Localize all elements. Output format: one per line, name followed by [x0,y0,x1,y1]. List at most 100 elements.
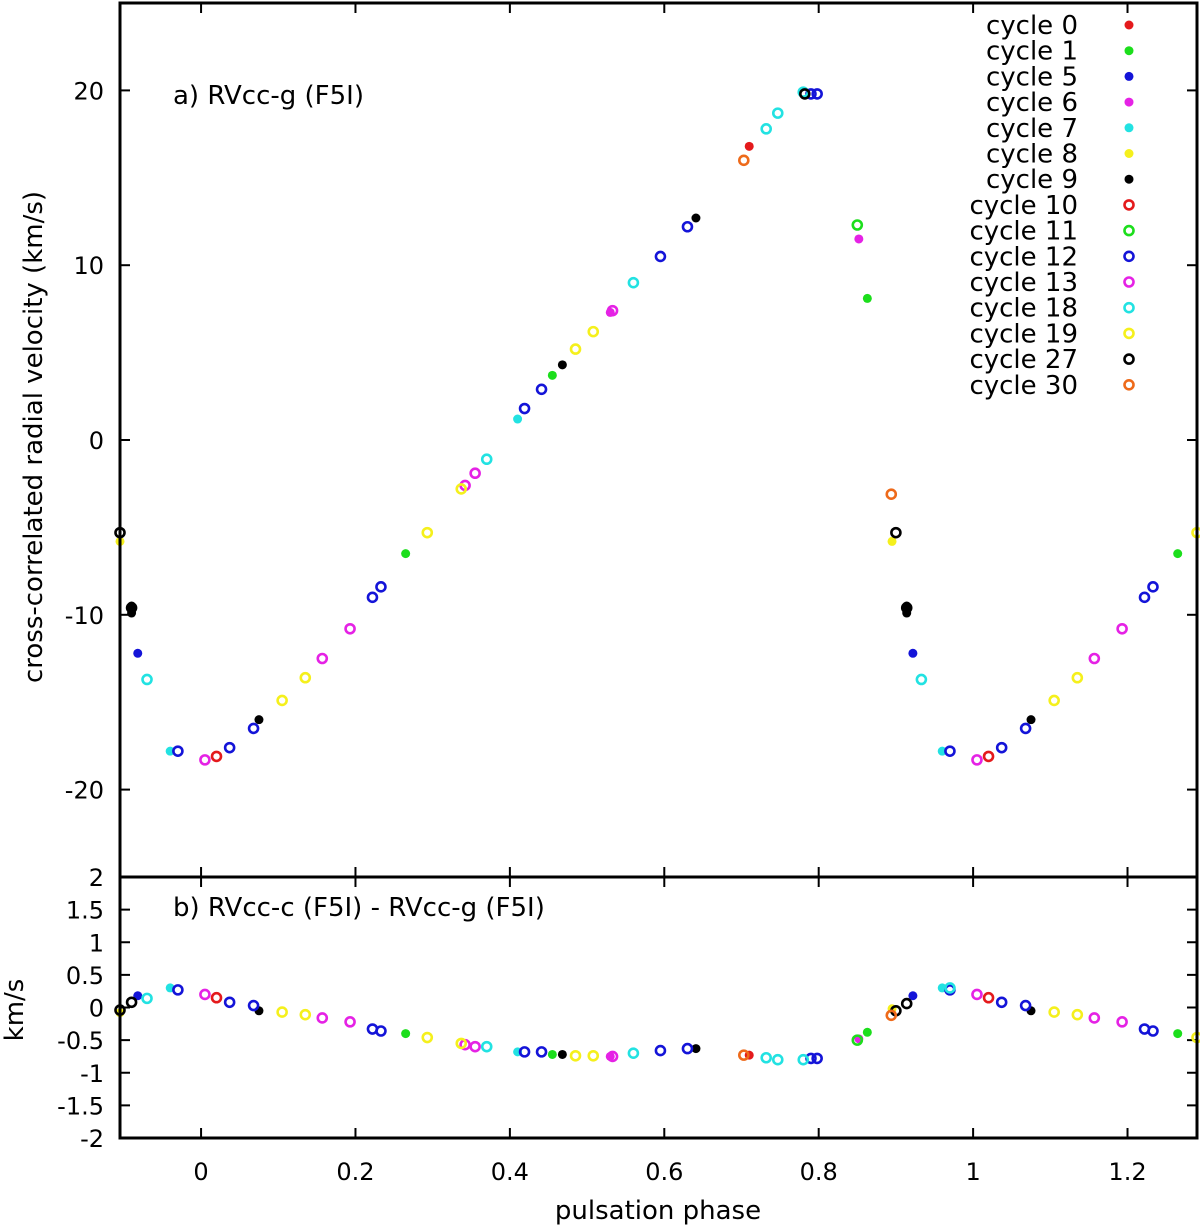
legend-label-cycle-0: cycle 0 [986,11,1078,41]
panel-b-point-cycle-18-1 [480,1040,493,1053]
panel-a-point-cycle-13-4 [469,467,481,480]
panel-a-point-cycle-12-15 [1147,581,1159,593]
panel-a-point-cycle-5-1 [908,648,918,658]
panel-a-point-cycle-18-2 [627,276,640,289]
panel-a-point-cycle-12-11 [944,745,956,757]
panel-a-point-cycle-1-0 [401,549,411,559]
legend-marker-cycle-7 [1124,123,1134,133]
panel-a-point-cycle-18-6 [915,673,928,686]
panel-b-point-cycle-5-0 [133,991,143,1001]
panel-a-point-cycle-19-4 [569,343,582,355]
panel-b-point-cycle-18-3 [760,1051,773,1064]
panel-a-point-cycle-13-2 [344,622,356,635]
panel-b-point-cycle-19-4 [569,1049,582,1062]
legend-label-cycle-10: cycle 10 [969,191,1078,221]
legend-label-cycle-9: cycle 9 [986,165,1078,195]
panel-b-point-cycle-12-13 [1019,999,1032,1012]
panel-b-point-cycle-1-3 [1173,1029,1183,1039]
panel-a-point-cycle-9-4 [557,360,567,370]
panel-a-point-cycle-13-8 [1116,622,1128,635]
panel-b-point-cycle-18-4 [771,1053,784,1066]
panel-a-point-cycle-7-1 [165,746,175,756]
panel-a-point-cycle-12-6 [535,383,548,396]
panel-a-point-cycle-7-0 [513,414,523,424]
panel-b-y-tick-label-0: 0 [89,995,104,1023]
panel-b-y-axis-title: km/s [0,979,30,1042]
panel-a-point-cycle-12-14 [1138,591,1151,604]
legend-label-cycle-27: cycle 27 [969,345,1078,375]
panel-b-point-cycle-9-2 [691,1044,701,1054]
panel-a-point-cycle-19-7 [1071,671,1084,684]
panel-b-point-cycle-1-0 [401,1029,411,1039]
panel-b-point-cycle-19-7 [1071,1008,1084,1021]
panel-a-point-cycle-13-7 [1088,652,1101,665]
legend-label-cycle-11: cycle 11 [969,217,1078,247]
panel-a-y-axis-title: cross-correlated radial velocity (km/s) [19,191,49,683]
panel-b-x-tick-label-0-4: 0.4 [491,1158,529,1186]
panel-b-label: b) RVcc-c (F5I) - RVcc-g (F5I) [173,893,545,923]
panel-b-difference: b) RVcc-c (F5I) - RVcc-g (F5I) km/s puls… [0,864,1200,1226]
panel-a-point-cycle-19-3 [455,483,468,495]
legend-marker-cycle-27 [1123,353,1135,365]
panel-a-point-cycle-9-5 [691,213,701,223]
panel-a-point-cycle-18-4 [771,107,784,119]
panel-b-point-cycle-13-0 [199,988,211,1001]
panel-a-point-cycle-10-1 [982,750,995,763]
panel-a-point-cycle-10-0 [210,750,223,763]
panel-b-point-cycle-5-1 [908,991,918,1001]
panel-b-point-cycle-19-1 [299,1008,312,1021]
panel-a-point-cycle-12-1 [223,741,236,754]
panel-b-x-tick-label-0-2: 0.2 [336,1158,374,1186]
panel-a-point-cycle-7-2 [937,746,947,756]
panel-b-point-cycle-9-1 [557,1049,567,1059]
panel-a-point-cycle-12-2 [247,722,260,735]
panel-a-point-cycle-12-8 [681,220,694,233]
panel-b-point-cycle-1-2 [862,1027,872,1037]
legend-label-cycle-5: cycle 5 [986,62,1078,92]
panel-b-y-tick-label-1-5: 1.5 [66,897,104,925]
panel-b-point-cycle-18-2 [627,1047,640,1059]
panel-a-point-cycle-1-1 [547,370,557,380]
legend-label-cycle-1: cycle 1 [986,37,1078,67]
panel-a-point-cycle-18-1 [480,453,493,466]
panel-a-point-cycle-27-2 [799,88,811,100]
legend-label-cycle-7: cycle 7 [986,114,1078,144]
panel-a-point-cycle-1-3 [1173,549,1183,559]
panel-b-point-cycle-10-1 [982,991,995,1004]
panel-a-point-cycle-13-0 [199,754,211,766]
panel-b-point-cycle-12-5 [518,1046,531,1058]
legend-marker-cycle-9 [1124,174,1134,184]
panel-a-point-cycle-9-3 [254,715,264,725]
panel-b-point-cycle-18-5 [797,1053,810,1066]
panel-a-point-cycle-19-6 [1048,694,1060,707]
panel-a-point-cycle-1-2 [862,293,872,303]
panel-a-ticks: -20 -10 0 10 20 [65,3,1197,877]
panel-b-point-cycle-18-0 [141,992,153,1005]
panel-a-point-cycle-12-10 [811,88,823,100]
panel-b-point-cycle-12-0 [172,984,184,996]
panel-a-point-cycle-12-13 [1019,722,1032,735]
panel-a-point-cycle-12-12 [995,741,1008,754]
panel-a-point-cycle-13-5 [606,304,619,317]
panel-a-label: a) RVcc-g (F5I) [173,81,364,111]
legend-marker-cycle-18 [1123,301,1135,314]
panel-a-y-tick-label-0: 0 [89,427,104,455]
panel-b-point-cycle-13-5 [606,1050,619,1063]
panel-a-point-cycle-12-0 [172,745,184,757]
panel-a-y-tick-label-20: 20 [73,77,104,105]
panel-b-x-tick-label-1: 1 [965,1158,980,1186]
panel-b-point-cycle-10-0 [210,991,223,1004]
panel-a-y-tick-label-10: 10 [73,252,104,280]
panel-b-point-cycle-12-12 [995,996,1008,1009]
panel-b-x-tick-label-0-6: 0.6 [645,1158,683,1186]
legend-marker-cycle-5 [1124,71,1134,81]
panel-a-point-cycle-12-7 [654,250,667,263]
legend-marker-cycle-12 [1123,250,1135,263]
panel-b-point-cycle-19-5 [587,1049,600,1062]
panel-b-y-tick-label-0-5: 0.5 [66,962,104,990]
legend-marker-cycle-0 [1124,20,1134,30]
panel-a-point-cycle-12-4 [375,581,387,593]
panel-b-point-cycle-30-0 [738,1049,750,1061]
panel-b-point-cycle-19-3 [455,1037,468,1050]
